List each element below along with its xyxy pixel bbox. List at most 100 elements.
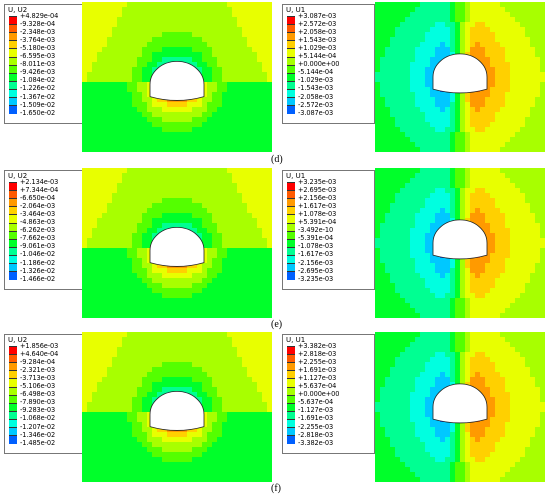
contour-cell — [182, 332, 188, 338]
contour-cell — [187, 208, 193, 214]
contour-cell — [102, 362, 108, 368]
contour-cell — [212, 203, 218, 209]
contour-cell — [385, 243, 391, 249]
contour-cell — [122, 42, 128, 48]
contour-cell — [430, 213, 436, 219]
contour-cell — [445, 42, 451, 48]
contour-cell — [505, 132, 511, 138]
contour-cell — [410, 303, 416, 309]
legend-label: +2.572e-03 — [298, 19, 337, 28]
contour-cell — [157, 298, 163, 304]
contour-cell — [257, 392, 263, 398]
contour-cell — [430, 303, 436, 309]
contour-cell — [197, 198, 203, 204]
contour-cell — [247, 203, 253, 209]
contour-cell — [182, 22, 188, 28]
contour-cell — [87, 278, 93, 284]
contour-cell — [490, 283, 496, 289]
contour-cell — [82, 12, 88, 18]
contour-cell — [490, 258, 496, 264]
contour-cell — [137, 62, 143, 68]
contour-cell — [202, 213, 208, 219]
contour-cell — [257, 278, 263, 284]
contour-cell — [480, 303, 486, 309]
legend-label: -1.346e-02 — [20, 430, 56, 439]
contour-cell — [87, 82, 93, 88]
contour-cell — [425, 308, 431, 314]
contour-cell — [147, 332, 153, 338]
contour-cell — [375, 92, 381, 98]
contour-cell — [257, 142, 263, 148]
contour-cell — [425, 112, 431, 118]
contour-cell — [395, 132, 401, 138]
contour-cell — [132, 372, 138, 378]
contour-cell — [187, 288, 193, 294]
contour-cell — [137, 137, 143, 143]
contour-cell — [112, 188, 118, 194]
contour-cell — [92, 198, 98, 204]
legend-label: +1.617e-03 — [298, 201, 337, 210]
contour-cell — [127, 12, 133, 18]
contour-cell — [237, 32, 243, 38]
contour-cell — [520, 7, 526, 13]
contour-cell — [500, 72, 506, 78]
contour-cell — [400, 112, 406, 118]
contour-cell — [395, 258, 401, 264]
contour-cell — [107, 82, 113, 88]
contour-cell — [122, 342, 128, 348]
contour-cell — [405, 248, 411, 254]
contour-cell — [117, 223, 123, 229]
contour-cell — [142, 213, 148, 219]
contour-cell — [217, 92, 223, 98]
contour-cell — [237, 233, 243, 239]
contour-cell — [540, 132, 545, 138]
contour-cell — [237, 223, 243, 229]
contour-cell — [137, 352, 143, 358]
contour-cell — [515, 298, 521, 304]
contour-cell — [102, 112, 108, 118]
contour-cell — [202, 308, 208, 314]
contour-cell — [535, 67, 541, 73]
contour-cell — [197, 283, 203, 289]
contour-cell — [530, 178, 536, 184]
contour-cell — [515, 57, 521, 63]
contour-cell — [430, 67, 436, 73]
contour-cell — [390, 258, 396, 264]
contour-cell — [127, 2, 133, 8]
contour-cell — [97, 27, 103, 33]
contour-cell — [465, 102, 471, 108]
contour-cell — [197, 7, 203, 13]
contour-cell — [87, 142, 93, 148]
contour-cell — [490, 193, 496, 199]
contour-cell — [122, 112, 128, 118]
contour-cell — [82, 132, 88, 138]
tunnel-opening — [149, 61, 205, 101]
contour-cell — [390, 12, 396, 18]
contour-cell — [480, 7, 486, 13]
contour-cell — [237, 102, 243, 108]
contour-cell — [117, 382, 123, 388]
contour-cell — [142, 303, 148, 309]
contour-cell — [262, 308, 268, 314]
contour-cell — [485, 233, 491, 239]
contour-cell — [132, 273, 138, 279]
contour-cell — [207, 112, 213, 118]
contour-cell — [227, 77, 233, 83]
contour-cell — [247, 397, 253, 403]
contour-cell — [152, 142, 158, 148]
legend-swatch — [9, 48, 17, 58]
contour-cell — [470, 92, 476, 98]
contour-cell — [455, 213, 461, 219]
contour-cell — [395, 178, 401, 184]
contour-cell — [520, 57, 526, 63]
contour-cell — [380, 308, 386, 314]
contour-cell — [162, 357, 168, 363]
contour-cell — [390, 142, 396, 148]
contour-cell — [375, 132, 381, 138]
contour-cell — [177, 223, 183, 229]
contour-cell — [87, 42, 93, 48]
legend-title: U, U2 — [8, 6, 28, 14]
contour-cell — [500, 47, 506, 53]
contour-cell — [257, 337, 263, 343]
contour-cell — [445, 137, 451, 143]
